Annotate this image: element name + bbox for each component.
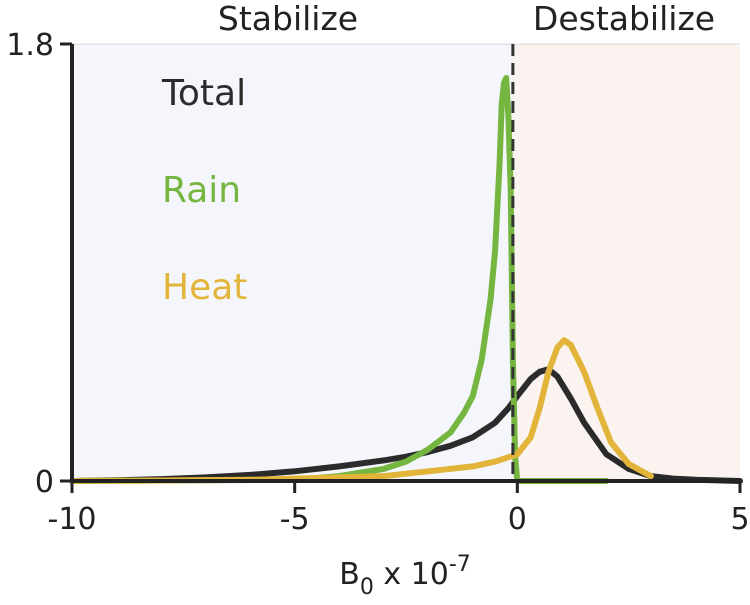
region-backgrounds bbox=[72, 43, 740, 481]
x-axis-label: B0 x 10-7 bbox=[339, 552, 471, 600]
x-tick-label: -10 bbox=[48, 502, 97, 537]
region-label-stabilize: Stabilize bbox=[218, 0, 358, 38]
region-labels: Stabilize Destabilize bbox=[218, 0, 715, 38]
y-tick-label: 0 bbox=[35, 465, 54, 500]
region-destabilize bbox=[512, 44, 740, 481]
series-line-heat bbox=[69, 337, 654, 484]
y-tick-label: 1.8 bbox=[6, 28, 54, 63]
x-tick-label: 0 bbox=[508, 502, 527, 537]
legend-entry-total: Total bbox=[161, 73, 246, 114]
region-stabilize bbox=[72, 44, 513, 481]
axes: -10 -5 0 5 0 1.8 bbox=[6, 28, 749, 537]
legend: Total Rain Heat bbox=[161, 73, 247, 308]
legend-entry-heat: Heat bbox=[162, 267, 247, 308]
series-line-total bbox=[69, 366, 743, 484]
region-label-destabilize: Destabilize bbox=[533, 0, 715, 38]
x-tick-label: 5 bbox=[730, 502, 749, 537]
x-tick-label: -5 bbox=[280, 502, 310, 537]
legend-entry-rain: Rain bbox=[162, 170, 241, 211]
